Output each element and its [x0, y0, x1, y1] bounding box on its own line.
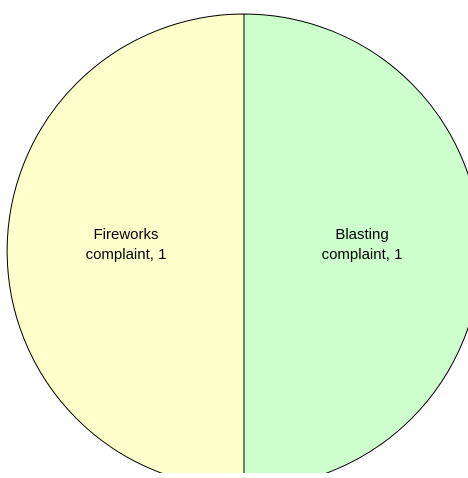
pie-slice-label-line-2: complaint, 1 — [86, 246, 167, 263]
pie-slices — [6, 13, 468, 478]
pie-slice-label-line-1: Blasting — [335, 226, 388, 243]
pie-slice-blasting-complaint — [243, 13, 468, 478]
pie-slice-label-fireworks-complaint: Fireworks complaint, 1 — [86, 226, 167, 263]
pie-slice-label-line-1: Fireworks — [93, 226, 158, 243]
pie-slice-label-blasting-complaint: Blasting complaint, 1 — [322, 226, 403, 263]
pie-slice-label-line-2: complaint, 1 — [322, 246, 403, 263]
pie-slice-fireworks-complaint — [6, 13, 245, 478]
pie-labels: Fireworks complaint, 1 Blasting complaint, … — [86, 226, 403, 263]
